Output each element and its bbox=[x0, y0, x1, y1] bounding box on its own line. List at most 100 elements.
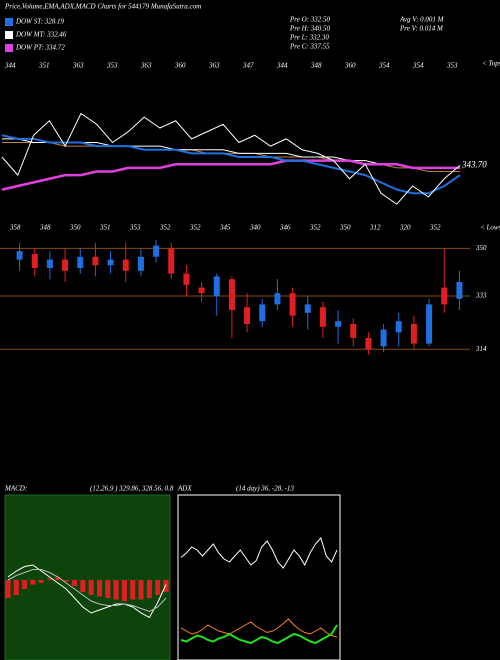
side-label: < Tops bbox=[482, 60, 500, 68]
peak-label: 354 bbox=[412, 62, 424, 70]
low-label: 358 bbox=[9, 224, 21, 232]
macd-bar bbox=[22, 580, 28, 589]
candle-body bbox=[410, 324, 417, 344]
macd-bar bbox=[5, 580, 11, 598]
candle-body bbox=[107, 259, 114, 266]
macd-title: MACD: bbox=[4, 485, 27, 493]
low-label: 348 bbox=[39, 224, 51, 232]
macd-bar bbox=[130, 580, 136, 600]
candle-body bbox=[304, 304, 311, 313]
adx-panel bbox=[177, 494, 341, 660]
info-label: Avg V: 0.001 M bbox=[399, 16, 445, 24]
macd-bar bbox=[96, 580, 102, 597]
peak-label: 353 bbox=[446, 62, 458, 70]
candle-body bbox=[31, 254, 38, 268]
low-label: 340 bbox=[249, 224, 261, 232]
candle-body bbox=[228, 279, 235, 310]
peak-label: 363 bbox=[72, 62, 84, 70]
adx-params: (14 day) 36, -28, -13 bbox=[236, 485, 294, 493]
legend-swatch bbox=[5, 44, 13, 52]
series-line bbox=[180, 537, 338, 569]
macd-bar bbox=[121, 580, 127, 601]
candle-body bbox=[183, 273, 190, 285]
macd-bar bbox=[72, 580, 78, 586]
low-label: 350 bbox=[69, 224, 81, 232]
low-label: 353 bbox=[129, 224, 141, 232]
candle-body bbox=[365, 338, 372, 350]
candle-body bbox=[319, 307, 326, 327]
legend-label: DOW PT: 334.72 bbox=[15, 44, 65, 52]
macd-bar bbox=[113, 580, 119, 600]
candle-body bbox=[137, 256, 144, 271]
candle-body bbox=[62, 259, 69, 271]
legend-swatch bbox=[5, 18, 13, 26]
low-label: 352 bbox=[189, 224, 201, 232]
peak-label: 344 bbox=[276, 62, 288, 70]
candle-body bbox=[441, 287, 448, 305]
legend-label: DOW MT: 332.46 bbox=[15, 31, 67, 39]
macd-bar bbox=[13, 580, 19, 595]
candle-body bbox=[198, 287, 205, 294]
low-label: 352 bbox=[429, 224, 441, 232]
macd-bar bbox=[47, 578, 53, 580]
last-price: 343.70 bbox=[461, 159, 487, 169]
candle-body bbox=[77, 256, 84, 268]
macd-bar bbox=[30, 580, 36, 585]
series-line bbox=[1, 134, 461, 195]
candle-body bbox=[153, 245, 160, 257]
candle-body bbox=[259, 304, 266, 322]
level-label: 333 bbox=[475, 292, 487, 300]
macd-bar bbox=[38, 580, 44, 583]
low-label: 312 bbox=[369, 224, 381, 232]
series-line bbox=[180, 624, 338, 645]
peak-label: 360 bbox=[174, 62, 186, 70]
candle-body bbox=[335, 321, 342, 327]
candle-body bbox=[16, 251, 23, 260]
peak-label: 344 bbox=[4, 62, 16, 70]
candle-body bbox=[289, 293, 296, 316]
candle-body bbox=[274, 293, 281, 305]
candle-body bbox=[426, 304, 433, 344]
candle-body bbox=[46, 259, 53, 268]
peak-label: 363 bbox=[140, 62, 152, 70]
series-line bbox=[7, 569, 167, 613]
series-line bbox=[1, 159, 460, 191]
candle-body bbox=[380, 329, 387, 347]
macd-bar bbox=[55, 577, 61, 580]
peak-label: 347 bbox=[242, 62, 254, 70]
side-label: < Lows bbox=[480, 224, 500, 232]
macd-bar bbox=[163, 580, 169, 592]
macd-bar bbox=[88, 580, 94, 595]
page-title: Price,Volume,EMA,ADX,MACD Charts for 544… bbox=[4, 3, 201, 11]
series-line bbox=[7, 564, 167, 619]
info-label: Pre L: 332.30 bbox=[289, 34, 329, 42]
peak-label: 348 bbox=[310, 62, 322, 70]
candle-body bbox=[213, 276, 220, 296]
candle-body bbox=[92, 256, 99, 266]
macd-bar bbox=[63, 580, 69, 582]
macd-bar bbox=[146, 580, 152, 598]
level-label: 314 bbox=[475, 345, 487, 353]
macd-bar bbox=[105, 580, 111, 598]
info-label: Pre H: 340.50 bbox=[289, 25, 330, 33]
low-label: 351 bbox=[99, 224, 111, 232]
candle-body bbox=[350, 324, 357, 338]
macd-bar bbox=[138, 580, 144, 600]
adx-title: ADX bbox=[177, 485, 192, 493]
legend-swatch bbox=[5, 31, 13, 39]
candle-body bbox=[395, 321, 402, 333]
candle-body bbox=[122, 259, 129, 271]
low-label: 352 bbox=[309, 224, 321, 232]
low-label: 350 bbox=[339, 224, 351, 232]
peak-label: 360 bbox=[344, 62, 356, 70]
low-label: 346 bbox=[279, 224, 291, 232]
peak-label: 354 bbox=[378, 62, 390, 70]
macd-bar bbox=[155, 580, 161, 595]
low-label: 345 bbox=[219, 224, 231, 232]
info-label: Pre C: 337.55 bbox=[289, 43, 330, 51]
candle-body bbox=[244, 307, 251, 324]
candle-body bbox=[168, 248, 175, 274]
level-label: 350 bbox=[475, 244, 487, 252]
